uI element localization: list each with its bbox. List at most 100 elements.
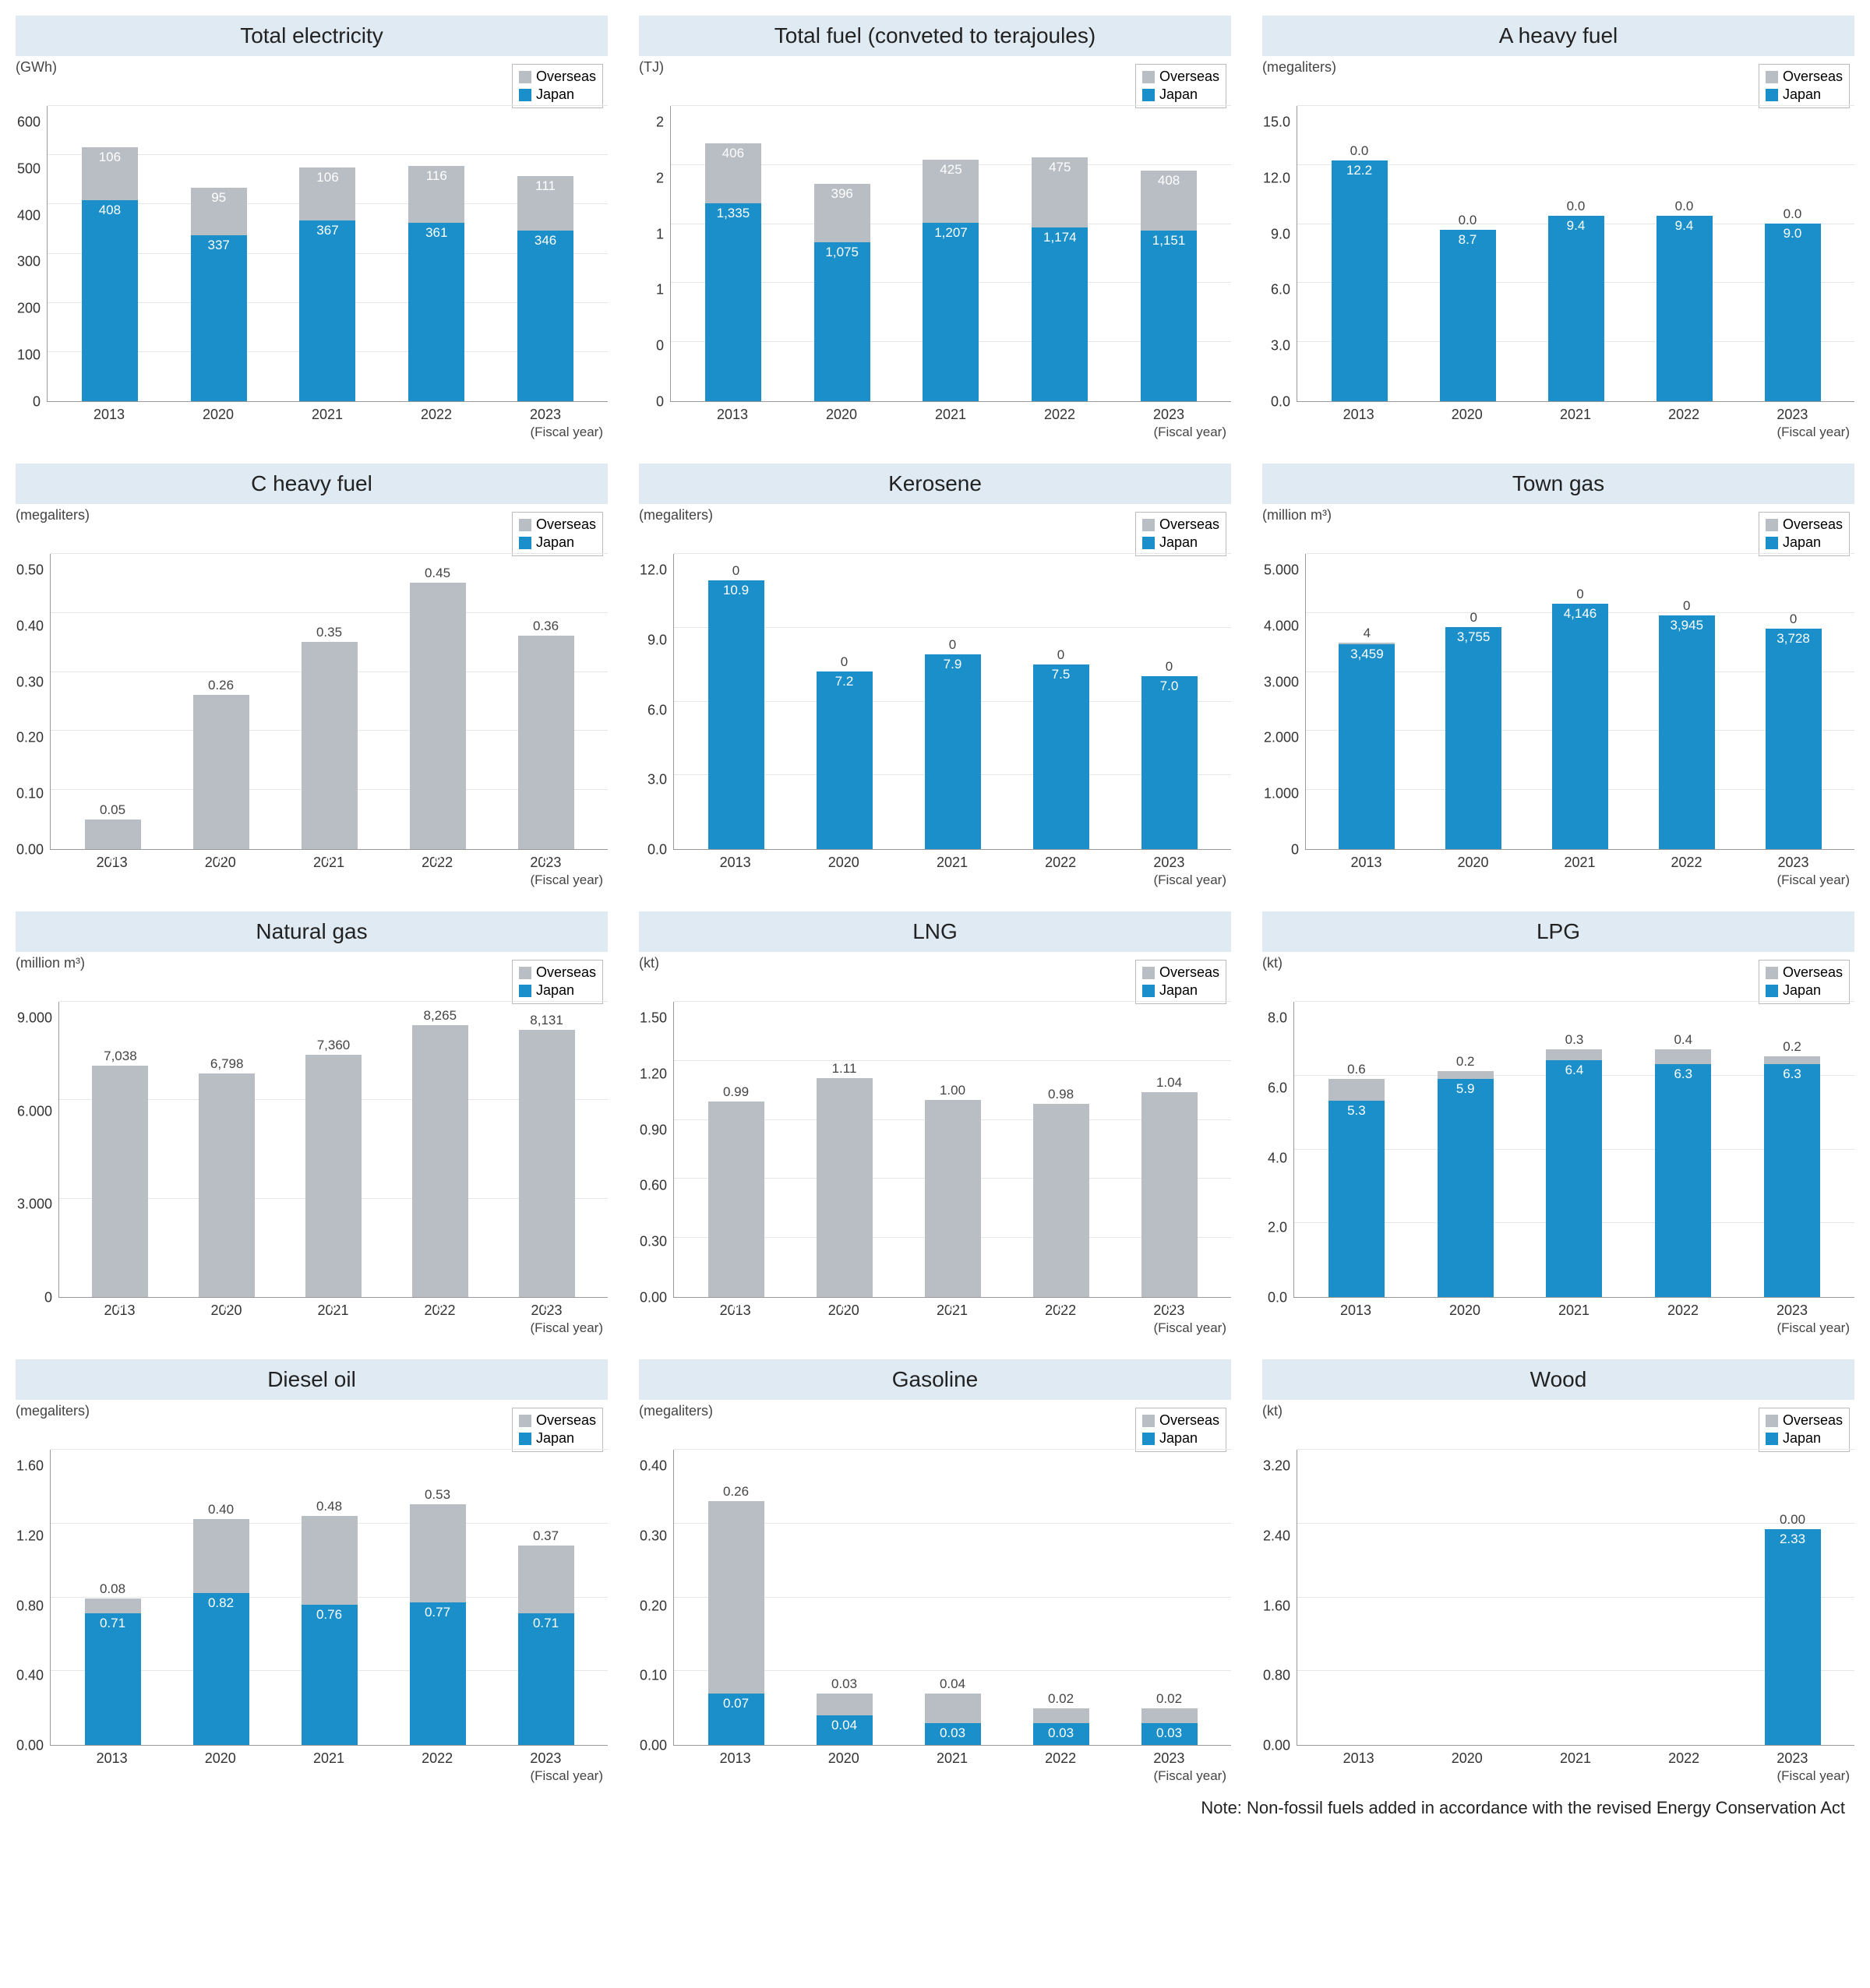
y-tick-label: 0.10: [640, 1668, 667, 1684]
y-tick-label: 1: [656, 226, 664, 242]
y-axis-unit: (kt): [639, 955, 659, 971]
x-tick-label: 2021: [916, 407, 986, 423]
legend: OverseasJapan: [1759, 960, 1850, 1004]
bar-segment-overseas: 0.03: [817, 1694, 873, 1716]
y-tick-label: 0.30: [640, 1234, 667, 1250]
legend: OverseasJapan: [1135, 1408, 1226, 1452]
bar-value-label: 0: [1790, 612, 1797, 629]
bar-value-label: 9.4: [1567, 216, 1586, 234]
x-axis-unit: (Fiscal year): [639, 425, 1231, 440]
bar-group: 3,7280: [1759, 629, 1829, 849]
plot-area: 0.710.080.820.400.760.480.770.530.710.37: [50, 1450, 608, 1746]
y-tick-label: 2.0: [1268, 1220, 1287, 1236]
legend-japan-label: Japan: [1783, 86, 1821, 104]
bar-segment-japan: 0.82: [193, 1593, 249, 1745]
bar-group: 5.90.2: [1431, 1071, 1501, 1297]
bar-segment-japan: 0.77: [410, 1602, 466, 1745]
x-tick-label: 2013: [1332, 855, 1402, 871]
bar-value-label: 7,038: [104, 1049, 137, 1066]
y-tick-label: 0.0: [647, 842, 667, 858]
bar-value-label: 0: [732, 1297, 739, 1315]
legend: OverseasJapan: [1759, 64, 1850, 108]
x-tick-label: 2021: [292, 407, 362, 423]
bar-segment-overseas: 0.02: [1141, 1708, 1198, 1723]
bar-segment-japan: 1,075: [814, 242, 870, 401]
bar-value-label: 0.71: [533, 1613, 559, 1631]
chart-panel: Town gas(million m³)OverseasJapan5.0004.…: [1262, 464, 1854, 888]
y-tick-label: 2: [656, 170, 664, 186]
y-tick-label: 4.000: [1264, 618, 1299, 634]
bar-group: 08,265: [405, 1025, 475, 1297]
bar-group: 08,131: [512, 1030, 582, 1297]
bar-value-label: 7,360: [317, 1038, 351, 1055]
y-tick-label: 0.90: [640, 1122, 667, 1138]
bar-value-label: 12.2: [1346, 160, 1372, 178]
y-tick-label: 0.10: [16, 786, 44, 802]
x-tick-label: 2021: [1539, 1302, 1609, 1319]
bar-value-label: 0.02: [1048, 1691, 1074, 1708]
legend: OverseasJapan: [512, 960, 603, 1004]
plot-area: 00.9901.1101.0000.9801.04: [673, 1002, 1231, 1298]
x-tick-label: 2023: [1757, 1750, 1827, 1767]
bar-value-label: 406: [722, 143, 744, 161]
bar-segment-japan: 367: [299, 220, 355, 401]
y-tick-label: 0.80: [16, 1598, 44, 1614]
legend-japan-label: Japan: [1159, 86, 1198, 104]
bar-segment-overseas: 0.26: [193, 695, 249, 849]
bar-value-label: 106: [316, 167, 338, 185]
bar-segment-overseas: 116: [408, 166, 464, 223]
plot-area: 5.30.65.90.26.40.36.30.46.30.2: [1293, 1002, 1854, 1298]
x-tick-label: 2020: [185, 1750, 256, 1767]
bar-group: 00.26: [186, 695, 256, 849]
bar-group: 0.710.08: [78, 1599, 148, 1745]
x-tick-label: 2013: [697, 407, 767, 423]
chart-panel: Total electricity(GWh)OverseasJapan60050…: [16, 16, 608, 440]
bar-segment-japan: 1,335: [705, 203, 761, 401]
bar-segment-japan: 3,945: [1659, 615, 1715, 849]
chart-title: LPG: [1262, 911, 1854, 952]
y-tick-label: 0: [656, 393, 664, 410]
bar-segment-overseas: 0.35: [302, 642, 358, 849]
x-axis-unit: (Fiscal year): [16, 872, 608, 888]
y-tick-label: 300: [17, 254, 41, 270]
chart-panel: A heavy fuel(megaliters)OverseasJapan15.…: [1262, 16, 1854, 440]
legend-japan-label: Japan: [1783, 534, 1821, 552]
bar-group: 1,335 406: [698, 143, 768, 401]
plot-area: 1,3354061,0753961,2074251,1744751,151408: [670, 106, 1231, 402]
bar-value-label: 0: [1576, 587, 1583, 604]
bar-segment-japan: 7.0: [1141, 676, 1198, 849]
bar-value-label: 0.45: [425, 566, 450, 583]
bar-value-label: 4: [1364, 626, 1371, 643]
y-tick-label: 0.50: [16, 562, 44, 579]
y-axis: 0.500.400.300.200.100.00: [16, 554, 50, 850]
legend: OverseasJapan: [512, 512, 603, 556]
bar-value-label: 0.3: [1565, 1032, 1584, 1049]
x-tick-label: 2021: [1540, 407, 1611, 423]
bar-segment-overseas: 406: [705, 143, 761, 203]
y-tick-label: 6.000: [17, 1103, 52, 1119]
bar-segment-japan: 0.03: [925, 1723, 981, 1746]
bar-segment-japan: 6.3: [1655, 1064, 1711, 1297]
x-tick-label: 2020: [809, 855, 879, 871]
x-tick-label: 2013: [74, 407, 144, 423]
bar-value-label: 0.03: [1156, 1723, 1182, 1741]
y-axis-unit: (megaliters): [639, 1403, 713, 1419]
y-tick-label: 1.50: [640, 1010, 667, 1027]
legend: OverseasJapan: [1759, 1408, 1850, 1452]
bar-segment-overseas: 0.48: [302, 1516, 358, 1605]
bar-segment-overseas: 396: [814, 184, 870, 242]
y-tick-label: 9.0: [1271, 226, 1290, 242]
x-axis-unit: (Fiscal year): [1262, 425, 1854, 440]
y-tick-label: 0.60: [640, 1178, 667, 1194]
bar-value-label: 1.04: [1156, 1075, 1182, 1092]
x-tick-label: 2022: [402, 1750, 472, 1767]
bar-group: 00.35: [295, 642, 365, 849]
bar-segment-japan: 0.04: [817, 1715, 873, 1745]
chart-panel: Natural gas(million m³)OverseasJapan9.00…: [16, 911, 608, 1336]
bar-segment-overseas: 0.6: [1328, 1079, 1385, 1102]
bar-group: 7.20: [810, 671, 880, 849]
bar-group: 7.90: [918, 654, 988, 849]
bar-segment-japan: 0.71: [85, 1613, 141, 1745]
legend-japan-label: Japan: [1783, 982, 1821, 999]
bar-segment-japan: 408: [82, 200, 138, 401]
